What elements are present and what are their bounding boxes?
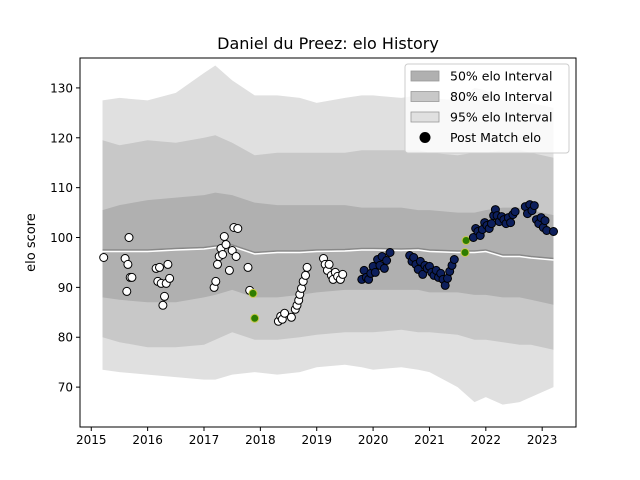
- elo-point-37: [286, 312, 296, 322]
- legend: 50% elo Interval 80% elo Interval 95% elo …: [404, 63, 570, 154]
- elo-point-109: [506, 218, 516, 228]
- elo-point-17: [211, 276, 221, 286]
- x-tick-label-2020: 2020: [358, 433, 389, 447]
- x-tick-label-2019: 2019: [301, 433, 332, 447]
- elo-point-14: [163, 259, 173, 269]
- y-tick-label-120: 120: [50, 131, 73, 145]
- x-axis: 2015 2016 2017 2018 2019 2020 2021 2022 2023: [76, 427, 557, 447]
- elo-point-100: [487, 219, 496, 229]
- median-line-grey: [102, 244, 554, 260]
- elo-point-21: [218, 250, 228, 259]
- legend-label-0: 50% elo Interval: [450, 69, 552, 84]
- x-tick-label-2017: 2017: [189, 433, 220, 447]
- elo-point-28: [233, 224, 243, 233]
- x-tick-label-2022: 2022: [471, 433, 502, 447]
- y-tick-label-80: 80: [58, 331, 73, 345]
- median-elo-lines: [102, 244, 554, 261]
- y-axis: 70 80 90 100 110 120 130: [50, 81, 80, 395]
- elo-point-9: [155, 262, 164, 272]
- elo-point-22: [219, 232, 229, 241]
- elo-point-24: [224, 265, 234, 275]
- legend-label-3: Post Match elo: [450, 130, 541, 145]
- median-line-white: [102, 245, 554, 261]
- elo-point-31: [248, 288, 258, 298]
- elo-point-66: [379, 263, 389, 273]
- x-tick-label-2021: 2021: [414, 433, 445, 447]
- elo-point-36: [280, 308, 290, 318]
- chart-title: Daniel du Preez: elo History: [217, 34, 439, 53]
- elo-point-90: [460, 248, 470, 257]
- elo-point-75: [418, 269, 428, 279]
- y-tick-label-130: 130: [50, 81, 73, 95]
- elo-point-49: [324, 259, 334, 269]
- elo-point-29: [243, 262, 253, 272]
- elo-point-123: [549, 227, 558, 236]
- elo-point-55: [338, 269, 348, 279]
- legend-marker-3: [419, 132, 431, 143]
- post-match-elo-points: [99, 200, 558, 326]
- y-tick-label-70: 70: [58, 381, 73, 395]
- elo-point-44: [301, 270, 310, 280]
- legend-swatch-1: [410, 91, 440, 102]
- elo-point-11: [158, 300, 168, 310]
- elo-point-111: [510, 207, 520, 217]
- elo-point-89: [449, 255, 459, 264]
- legend-swatch-0: [410, 70, 440, 82]
- elo-point-116: [529, 201, 539, 211]
- elo-point-18: [213, 259, 222, 269]
- plot-frame: [79, 57, 577, 428]
- y-tick-label-100: 100: [50, 231, 73, 245]
- elo-point-12: [160, 291, 169, 301]
- elo-point-67: [382, 256, 392, 265]
- x-tick-label-2015: 2015: [76, 433, 107, 447]
- elo-point-4: [124, 233, 134, 242]
- y-tick-label-90: 90: [58, 281, 73, 295]
- legend-swatch-2: [410, 111, 440, 123]
- legend-label-1: 80% elo Interval: [450, 89, 552, 104]
- elo-point-68: [385, 248, 395, 257]
- elo-point-62: [370, 267, 380, 277]
- legend-frame: [404, 63, 570, 154]
- x-tick-label-2018: 2018: [245, 433, 276, 447]
- elo-point-23: [221, 240, 231, 249]
- elo-point-3: [123, 259, 133, 269]
- x-tick-label-2023: 2023: [527, 433, 558, 447]
- elo-point-15: [165, 273, 175, 283]
- elo-point-2: [122, 286, 132, 296]
- elo-point-0: [99, 253, 109, 262]
- elo-point-121: [540, 216, 550, 226]
- y-axis-label: elo score: [24, 213, 39, 272]
- elo-point-45: [302, 262, 312, 272]
- elo-point-27: [231, 252, 241, 261]
- x-tick-label-2016: 2016: [132, 433, 163, 447]
- elo-point-6: [127, 272, 137, 282]
- legend-label-2: 95% elo Interval: [450, 110, 552, 125]
- elo-point-32: [250, 313, 260, 323]
- y-tick-label-110: 110: [50, 181, 73, 195]
- elo-point-91: [461, 236, 471, 245]
